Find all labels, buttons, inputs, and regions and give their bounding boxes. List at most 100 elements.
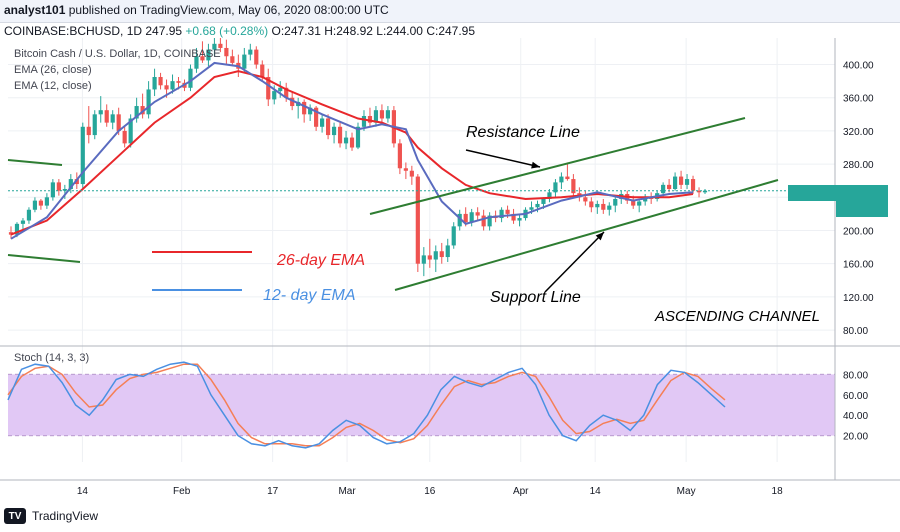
- candle-body: [194, 56, 199, 69]
- stoch-tick-label: 80.00: [843, 370, 868, 381]
- candle-body: [631, 200, 636, 206]
- candle-body: [134, 106, 139, 119]
- time-tick-label: Mar: [338, 486, 356, 497]
- candle: [696, 187, 702, 198]
- resistance-label: Resistance Line: [466, 124, 580, 141]
- candle: [308, 104, 313, 121]
- candle-body: [696, 190, 702, 193]
- support-line: [394, 179, 779, 291]
- candle-body: [74, 179, 79, 185]
- legend-title: Bitcoin Cash / U.S. Dollar, 1D, COINBASE: [14, 48, 221, 60]
- time-tick-label: 14: [77, 486, 89, 497]
- candle-body: [248, 49, 253, 55]
- candle: [104, 104, 109, 127]
- candle: [469, 208, 474, 227]
- candle: [20, 218, 26, 231]
- candle: [433, 245, 438, 272]
- price-badge-bg: [836, 185, 888, 217]
- candle: [254, 46, 259, 69]
- candle: [601, 198, 606, 214]
- candle-body: [200, 56, 205, 61]
- candle: [403, 162, 408, 180]
- stoch-k-line: [7, 361, 726, 449]
- published-info: published on TradingView.com, May 06, 20…: [68, 3, 389, 17]
- candle-body: [122, 130, 127, 144]
- price-tick-label: 80.00: [843, 326, 868, 337]
- price-tick-label: 200.00: [843, 226, 874, 237]
- candle: [230, 49, 235, 67]
- candle-body: [56, 182, 61, 191]
- candle: [511, 208, 516, 224]
- candle-body: [110, 114, 115, 123]
- candle-body: [308, 107, 313, 115]
- candle-body: [451, 226, 456, 246]
- candle-body: [224, 47, 229, 57]
- candle-body: [367, 115, 373, 123]
- candle-body: [68, 179, 73, 190]
- candle-body: [302, 101, 307, 115]
- candle: [547, 189, 552, 203]
- candle: [146, 81, 151, 119]
- arrow-head: [595, 232, 604, 241]
- candle: [242, 47, 247, 73]
- candle: [673, 172, 678, 191]
- candle-body: [314, 107, 319, 127]
- price-tick-label: 320.00: [843, 127, 874, 138]
- candle-body: [44, 197, 49, 206]
- candle-body: [684, 179, 690, 185]
- candle-body: [104, 110, 109, 123]
- candle-body: [164, 85, 169, 90]
- price-tick-label: 120.00: [843, 293, 874, 304]
- candle-body: [80, 126, 85, 185]
- candle-body: [535, 203, 540, 208]
- candle: [457, 209, 462, 231]
- candle: [421, 247, 426, 277]
- candle: [613, 197, 618, 213]
- candle: [32, 197, 38, 213]
- candle-body: [589, 201, 594, 208]
- candle-body: [26, 209, 32, 221]
- candle-body: [152, 76, 157, 90]
- candle: [200, 41, 205, 63]
- candle: [643, 193, 648, 206]
- candle-body: [667, 184, 672, 190]
- candle-body: [547, 192, 552, 199]
- candle-body: [397, 143, 402, 169]
- candle: [702, 189, 708, 194]
- candle: [158, 72, 163, 90]
- candle-body: [499, 209, 504, 219]
- candle-body: [439, 251, 444, 258]
- candle-body: [254, 49, 259, 65]
- candle: [667, 179, 672, 193]
- candle-body: [158, 76, 163, 86]
- footer-brand[interactable]: TradingView: [32, 509, 99, 523]
- candle: [296, 97, 301, 119]
- candle-body: [565, 176, 570, 180]
- candle: [583, 190, 588, 206]
- candle-body: [331, 126, 337, 136]
- publisher-name[interactable]: analyst101: [4, 3, 66, 17]
- candle: [343, 130, 349, 150]
- candle: [499, 207, 504, 223]
- candle: [212, 38, 217, 57]
- candle: [379, 104, 385, 123]
- candle-body: [212, 43, 217, 50]
- price-tick-label: 360.00: [843, 94, 874, 105]
- candle-body: [415, 176, 420, 264]
- candle-body: [433, 251, 438, 260]
- candle: [314, 106, 319, 131]
- time-tick-label: Apr: [513, 486, 529, 497]
- candle: [50, 179, 55, 201]
- candle-body: [445, 245, 450, 258]
- ema26-label: 26-day EMA: [276, 252, 365, 269]
- candle-body: [678, 176, 684, 185]
- candle-body: [266, 76, 271, 100]
- time-tick-label: 18: [772, 486, 784, 497]
- candle: [607, 202, 612, 216]
- candle: [690, 175, 696, 194]
- ema12-line: [10, 61, 694, 240]
- high-value: H:248.92: [324, 24, 373, 38]
- candle-body: [242, 54, 247, 69]
- candle: [134, 97, 139, 123]
